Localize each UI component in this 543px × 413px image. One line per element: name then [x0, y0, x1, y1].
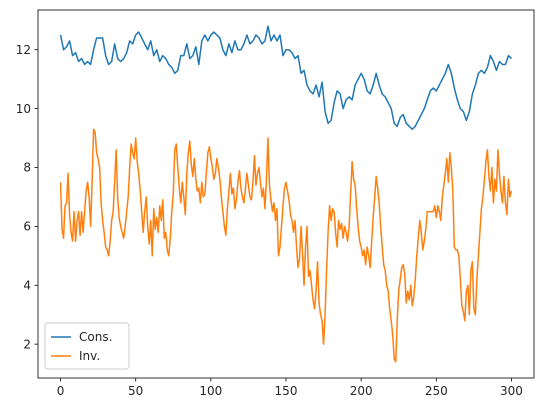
y-tick-label: 2: [23, 337, 31, 351]
x-tick-label: 100: [199, 384, 222, 398]
y-axis: 2 4 6 8 10 12: [16, 43, 38, 351]
y-tick-label: 12: [16, 43, 31, 57]
y-tick-label: 8: [23, 161, 31, 175]
series-line-inv: [59, 128, 513, 363]
y-tick-label: 4: [23, 278, 31, 292]
y-tick-label: 10: [16, 102, 31, 116]
series-line-cons: [59, 25, 512, 130]
x-tick-label: 300: [500, 384, 523, 398]
x-tick-label: 150: [275, 384, 298, 398]
legend-label-inv: Inv.: [79, 349, 100, 363]
x-axis: 0 50 100 150 200 250 300: [57, 378, 523, 398]
y-tick-label: 6: [23, 220, 31, 234]
x-tick-label: 200: [350, 384, 373, 398]
x-tick-label: 0: [57, 384, 65, 398]
legend-box: [44, 322, 130, 370]
series-layer: [59, 25, 513, 363]
legend-label-cons: Cons.: [79, 330, 112, 344]
legend: Cons. Inv.: [44, 322, 130, 370]
x-tick-label: 50: [128, 384, 143, 398]
x-tick-label: 250: [425, 384, 448, 398]
